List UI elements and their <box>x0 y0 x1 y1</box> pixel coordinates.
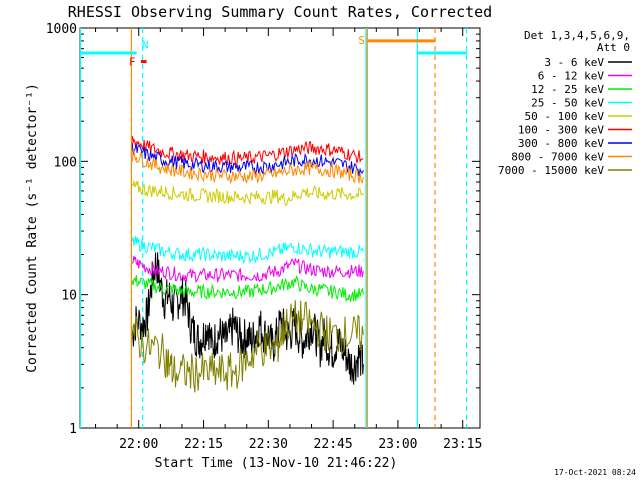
x-tick-label: 22:30 <box>249 437 288 452</box>
x-tick-label: 22:45 <box>314 437 353 452</box>
legend-label: 25 - 50 keV <box>531 97 604 110</box>
legend-label: 800 - 7000 keV <box>511 151 604 164</box>
series-line-2 <box>131 274 364 303</box>
series-line-4 <box>131 180 364 206</box>
legend-label: 50 - 100 keV <box>525 110 605 123</box>
plot-frame <box>79 27 481 429</box>
series-line-1 <box>131 255 364 284</box>
series-line-8 <box>131 300 364 393</box>
x-tick-label: 22:15 <box>184 437 223 452</box>
chart-title: RHESSI Observing Summary Count Rates, Co… <box>68 3 492 21</box>
footer-timestamp: 17-Oct-2021 08:24 <box>554 468 636 477</box>
legend-label: 100 - 300 keV <box>518 124 604 137</box>
y-tick-label: 1000 <box>46 22 77 37</box>
x-axis-label: Start Time (13-Nov-10 21:46:22) <box>155 456 398 471</box>
flag-label: S <box>358 34 365 47</box>
x-tick-label: 23:15 <box>443 437 482 452</box>
x-tick-label: 23:00 <box>378 437 417 452</box>
x-tick-label: 22:00 <box>119 437 158 452</box>
flag-label: F <box>129 56 136 69</box>
plot-area: 1 10 100 1000 22:00 22:15 22:30 22:45 23:00 23:15… <box>46 22 483 452</box>
legend-label: 3 - 6 keV <box>544 56 604 69</box>
series-line-6 <box>131 142 364 177</box>
y-tick-label: 1 <box>69 422 77 437</box>
series-line-3 <box>131 235 364 265</box>
legend-header: Det 1,3,4,5,6,9, <box>524 29 630 42</box>
legend-label: 6 - 12 keV <box>538 70 605 83</box>
legend-label: 300 - 800 keV <box>518 137 604 150</box>
legend-label: 12 - 25 keV <box>531 83 604 96</box>
legend-header: Att 0 <box>597 41 630 54</box>
y-axis-label: Corrected Count Rate (s⁻¹ detector⁻¹) <box>25 83 40 373</box>
flag-label: N <box>142 39 149 52</box>
series-line-7 <box>131 149 364 185</box>
legend-label: 7000 - 15000 keV <box>498 164 604 177</box>
y-tick-label: 10 <box>61 289 77 304</box>
y-tick-label: 100 <box>54 155 77 170</box>
series-line-5 <box>131 135 364 166</box>
